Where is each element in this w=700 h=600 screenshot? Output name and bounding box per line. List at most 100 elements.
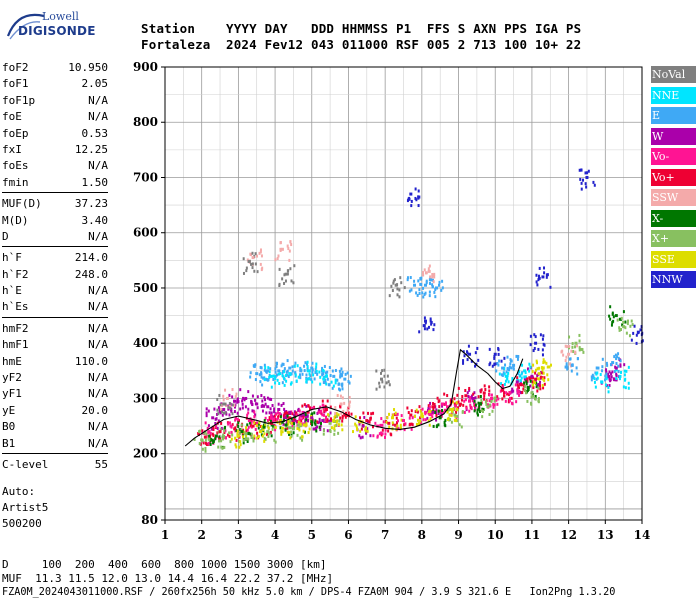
- echo-pixel: [251, 409, 254, 413]
- echo-pixel: [423, 293, 426, 297]
- echo-pixel: [220, 445, 223, 449]
- echo-pixel: [255, 424, 258, 428]
- echo-pixel: [296, 364, 299, 368]
- echo-pixel: [448, 408, 451, 412]
- echo-pixel: [240, 428, 243, 432]
- echo-pixel: [617, 352, 620, 356]
- echo-pixel: [417, 195, 420, 199]
- echo-pixel: [532, 394, 535, 398]
- echo-point-nne: [523, 369, 527, 373]
- echo-pixel: [358, 434, 361, 438]
- param-row: h`F 214.0: [2, 250, 108, 266]
- echo-pixel: [425, 281, 428, 285]
- echo-pixel: [535, 359, 538, 363]
- echo-pixel: [298, 428, 301, 432]
- echo-pixel: [569, 362, 572, 366]
- echo-pixel: [296, 433, 299, 437]
- echo-pixel: [526, 389, 529, 393]
- echo-point-w: [266, 405, 270, 409]
- echo-pixel: [292, 413, 295, 417]
- echo-pixel: [614, 353, 617, 357]
- echo-pixel: [534, 379, 537, 383]
- echo-pixel: [206, 426, 209, 430]
- echo-pixel: [542, 358, 545, 362]
- echo-pixel: [428, 294, 431, 298]
- param-key: hmF1: [2, 338, 29, 352]
- echo-pixel: [205, 414, 208, 418]
- echo-pixel: [578, 333, 581, 337]
- echo-pixel: [467, 395, 470, 399]
- echo-pixel: [442, 410, 445, 414]
- echo-pixel: [386, 416, 389, 420]
- echo-pixel: [274, 381, 277, 385]
- echo-point-x: [453, 413, 457, 417]
- echo-pixel: [625, 369, 628, 373]
- echo-pixel: [198, 441, 201, 445]
- echo-point-w: [277, 408, 281, 412]
- echo-point-vo: [464, 394, 468, 398]
- echo-pixel: [324, 371, 327, 375]
- y-tick-label: 300: [133, 391, 158, 405]
- echo-pixel: [385, 420, 388, 424]
- echo-pixel: [350, 412, 353, 416]
- plot-axes: 1 2 3 4 5 6 7 8 9 10 11 12 13 14802003004005006007008…: [133, 60, 650, 542]
- echo-pixel: [346, 371, 349, 375]
- echo-pixel: [239, 431, 242, 435]
- echo-pixel: [410, 427, 413, 431]
- echo-pixel: [346, 408, 349, 412]
- echo-pixel: [493, 356, 496, 360]
- echo-pixel: [496, 395, 499, 399]
- echo-pixel: [396, 419, 399, 423]
- echo-pixel: [422, 273, 425, 277]
- echo-pixel: [325, 382, 328, 386]
- echo-pixel: [462, 361, 465, 365]
- echo-pixel: [456, 419, 459, 423]
- param-row: yF2 N/A: [2, 370, 108, 386]
- echo-pixel: [376, 434, 379, 438]
- echo-pixel: [428, 264, 431, 268]
- echo-pixel: [244, 405, 247, 409]
- polarization-legend: NoVal NNE E W Vo- Vo+ SSW X- X+ SSE NNW: [651, 66, 696, 292]
- echo-pixel: [235, 392, 238, 396]
- param-value: 2.05: [81, 77, 109, 91]
- echo-pixel: [492, 405, 495, 409]
- echo-pixel: [264, 398, 267, 402]
- echo-pixel: [282, 416, 285, 420]
- echo-pixel: [536, 383, 539, 387]
- echo-point-nnw: [424, 319, 428, 323]
- x-tick-label: 4: [271, 528, 279, 542]
- legend-item-e: E: [651, 107, 696, 124]
- echo-pixel: [565, 355, 568, 359]
- echo-pixel: [233, 410, 236, 414]
- echo-pixel: [246, 428, 249, 432]
- legend-item-vo: Vo+: [651, 168, 696, 186]
- echo-pixel: [270, 434, 273, 438]
- echo-pixel: [585, 185, 588, 189]
- echo-pixel: [254, 378, 257, 382]
- echo-point-sse: [420, 412, 424, 416]
- echo-pixel: [528, 362, 531, 366]
- echo-pixel: [537, 278, 540, 282]
- echo-pixel: [294, 418, 297, 422]
- echo-pixel: [538, 266, 541, 270]
- echo-pixel: [263, 378, 266, 382]
- echo-pixel: [395, 416, 398, 420]
- echo-pixel: [523, 375, 526, 379]
- echo-pixel: [249, 371, 252, 375]
- echo-pixel: [266, 424, 269, 428]
- echo-pixel: [608, 384, 611, 388]
- echo-pixel: [236, 411, 239, 415]
- echo-pixel: [504, 379, 507, 383]
- echo-pixel: [313, 427, 316, 431]
- echo-point-w: [211, 416, 215, 420]
- echo-point-x: [622, 325, 626, 329]
- echo-pixel: [325, 419, 328, 423]
- echo-pixel: [287, 422, 290, 426]
- echo-pixel: [306, 419, 309, 423]
- echo-pixel: [482, 407, 485, 411]
- echo-pixel: [274, 428, 277, 432]
- echo-pixel: [395, 421, 398, 425]
- echo-pixel: [403, 286, 406, 290]
- echo-pixel: [359, 436, 362, 440]
- echo-pixel: [511, 377, 514, 381]
